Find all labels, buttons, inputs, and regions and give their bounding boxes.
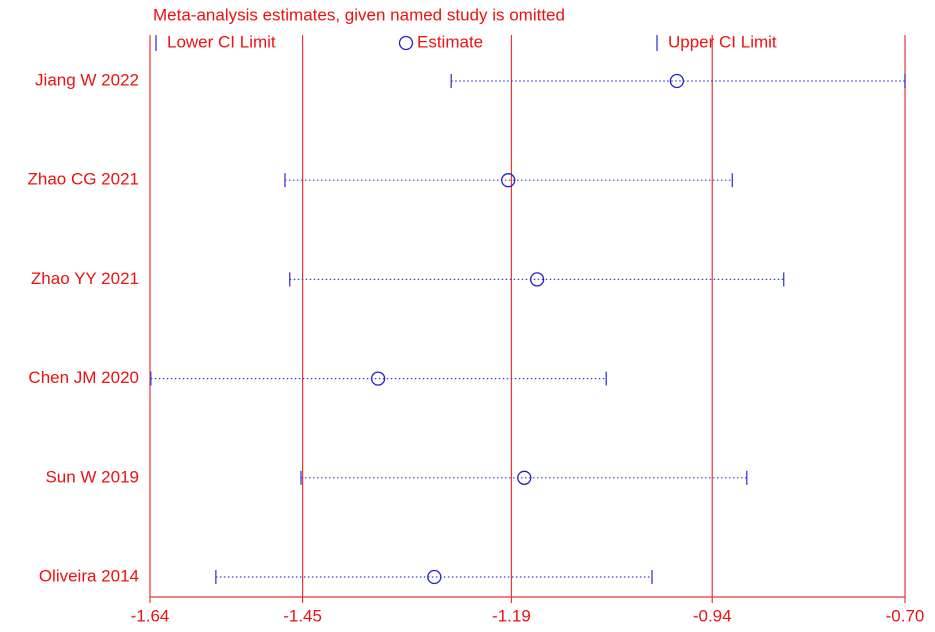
- estimate: [529, 272, 545, 287]
- estimate: [669, 73, 685, 89]
- estimate: [370, 371, 386, 386]
- x-tick-label: -0.94: [693, 606, 732, 625]
- x-tick-label: -1.45: [283, 606, 322, 625]
- y-category-label: Zhao CG 2021: [27, 170, 139, 189]
- estimate: [427, 569, 442, 585]
- y-category-label: Jiang W 2022: [35, 70, 139, 89]
- x-tick-label: -1.64: [131, 606, 170, 625]
- y-category-label: Chen JM 2020: [28, 368, 139, 387]
- x-tick-label: -0.70: [886, 606, 925, 625]
- legend-label: Estimate: [417, 32, 483, 51]
- x-tick-label: -1.19: [492, 606, 531, 625]
- y-category-label: Zhao YY 2021: [31, 269, 139, 288]
- legend-label: Lower CI Limit: [167, 32, 276, 51]
- y-category-label: Oliveira 2014: [39, 566, 139, 585]
- chart-title: Meta-analysis estimates, given named stu…: [153, 5, 565, 24]
- y-category-label: Sun W 2019: [45, 467, 139, 486]
- legend-label: Upper CI Limit: [668, 32, 777, 51]
- legend-marker: [398, 35, 414, 51]
- estimate: [517, 470, 532, 485]
- estimate: [501, 173, 516, 188]
